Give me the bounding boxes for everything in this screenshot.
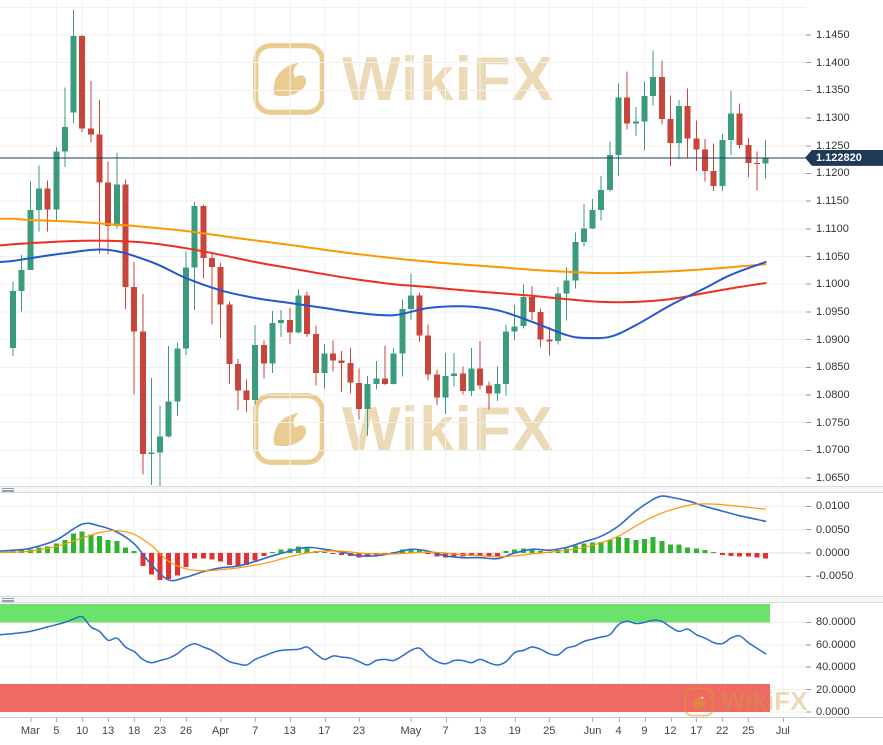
- time-axis-label: 10: [76, 718, 89, 737]
- time-axis-label: Apr: [212, 718, 230, 737]
- panel-divider-macd[interactable]: [0, 486, 883, 493]
- axis-label: 40.0000: [816, 661, 856, 674]
- time-axis-label: 18: [127, 718, 141, 737]
- axis-label: 1.0800: [816, 388, 850, 401]
- axis-label: 1.1350: [816, 84, 850, 97]
- axis-label: 1.0950: [816, 305, 850, 318]
- time-axis-label: Mar: [20, 718, 40, 737]
- axis-label: 1.1100: [816, 222, 849, 235]
- time-axis-label: 26: [179, 718, 193, 737]
- time-axis-label: 23: [352, 718, 366, 737]
- axis-label: 1.1400: [816, 56, 850, 69]
- axis-label: 1.0750: [816, 416, 850, 429]
- current-price-tag: 1.122820: [805, 149, 883, 166]
- splitter-grip-icon[interactable]: [2, 488, 14, 492]
- time-axis-label: 12: [664, 718, 677, 737]
- panel-divider-oscillator[interactable]: [0, 596, 883, 603]
- time-axis-label: 5: [53, 718, 60, 737]
- price-axis[interactable]: 1.122820 1.1450 1.1400 1.1350 1.1300 1.1250 1…: [805, 0, 883, 718]
- axis-label: 1.1200: [816, 167, 850, 180]
- axis-label: 20.0000: [816, 683, 856, 696]
- axis-label: 60.0000: [816, 638, 856, 651]
- axis-label: -0.0050: [816, 570, 854, 583]
- time-axis-label: 17: [690, 718, 703, 737]
- time-axis-label: 9: [641, 718, 648, 737]
- axis-label: 1.1250: [816, 139, 850, 152]
- time-axis-label: 4: [615, 718, 622, 737]
- time-axis-label: 25: [543, 718, 556, 737]
- axis-label: 80.0000: [816, 616, 856, 629]
- axis-label: 1.1450: [816, 29, 850, 41]
- axis-label: 1.0650: [816, 472, 850, 484]
- axis-label: 0.0100: [816, 500, 850, 513]
- time-axis-label: Jun: [583, 718, 602, 737]
- time-axis-label: May: [400, 718, 422, 737]
- axis-label: 1.1300: [816, 112, 850, 125]
- time-axis-label: Jul: [775, 718, 790, 737]
- time-axis-label: 25: [742, 718, 755, 737]
- axis-label: 1.0900: [816, 333, 850, 346]
- time-axis-label: 7: [252, 718, 259, 737]
- splitter-grip-icon[interactable]: [2, 598, 14, 602]
- time-axis-label: 7: [442, 718, 449, 737]
- time-axis-label: 13: [283, 718, 296, 737]
- time-axis-label: 17: [318, 718, 331, 737]
- axis-label: 1.1050: [816, 250, 850, 263]
- axis-label: 1.0850: [816, 361, 850, 374]
- axis-label: 1.1000: [816, 278, 850, 291]
- time-axis-label: 19: [508, 718, 521, 737]
- axis-label: 0.0000: [816, 706, 850, 718]
- axis-label: 1.0700: [816, 444, 850, 457]
- time-axis-label: 13: [473, 718, 487, 737]
- time-axis-label: 23: [153, 718, 167, 737]
- axis-label: 0.0000: [816, 547, 850, 559]
- time-axis-label: 22: [716, 718, 729, 737]
- axis-label: 0.0050: [816, 523, 850, 536]
- time-axis-label: 13: [102, 718, 115, 737]
- axis-label: 1.1150: [816, 195, 849, 208]
- time-axis[interactable]: Mar 5 10 13 18 23 26 Apr 7 13 17 23 May 7 13 19 25 Jun 4 9 1…: [0, 717, 883, 745]
